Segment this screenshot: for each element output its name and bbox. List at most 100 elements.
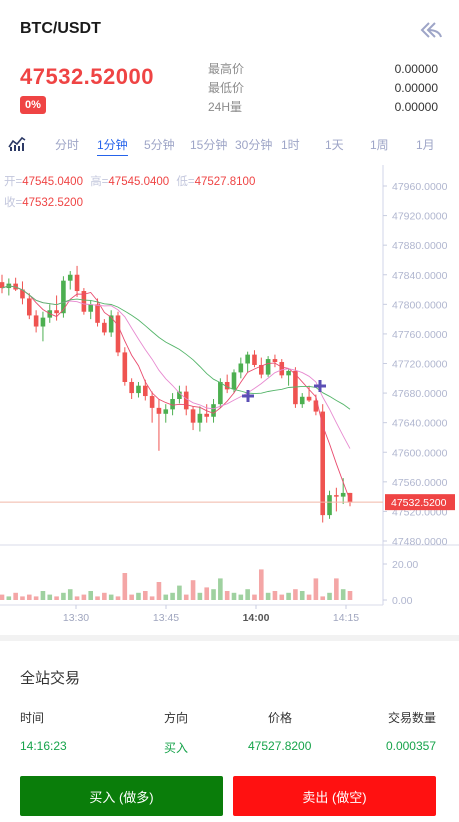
tab-1day[interactable]: 1天 <box>325 138 344 152</box>
tab-1min[interactable]: 1分钟 <box>97 136 128 156</box>
high-value: 47545.0400 <box>108 176 170 188</box>
timeframe-bar: 分时 1分钟 5分钟 15分钟 30分钟 1时 1天 1周 1月 <box>0 132 459 156</box>
trade-qty: 0.000357 <box>385 739 436 753</box>
candle-body <box>190 409 196 423</box>
volume-bar <box>320 596 326 600</box>
candle-body <box>320 411 326 516</box>
candle-body <box>20 289 25 299</box>
ma-line <box>1 285 351 410</box>
volume-bar <box>245 589 250 600</box>
candle-body <box>149 396 155 408</box>
stat-row-volume: 24H量 0.00000 <box>208 98 438 117</box>
kline-chart[interactable]: 47960.0000 47920.0000 47880.0000 47840.0000… <box>0 160 459 630</box>
candle-body <box>170 399 175 410</box>
candle-body <box>218 381 223 405</box>
candle-body <box>177 391 182 399</box>
header: BTC/USDT <box>0 0 459 60</box>
close-label: 收= <box>4 197 23 209</box>
y-tick-label: 47680.0000 <box>392 388 448 400</box>
volume-bar <box>258 569 264 600</box>
ma-line <box>1 285 351 449</box>
candle-body <box>340 492 346 497</box>
volume-bar <box>252 594 257 600</box>
volume-tick-label: 20.00 <box>392 559 418 571</box>
tab-1month[interactable]: 1月 <box>416 138 435 152</box>
volume-bar <box>67 589 73 600</box>
candle-body <box>272 359 278 363</box>
indicator-icon[interactable] <box>8 135 26 151</box>
candle-body <box>61 280 66 314</box>
col-header-time: 时间 <box>20 711 45 725</box>
pair-title: BTC/USDT <box>20 20 101 37</box>
volume-bar <box>95 596 100 600</box>
volume-bar <box>74 596 80 600</box>
ticker-stats: 最高价 0.00000 最低价 0.00000 24H量 0.00000 <box>208 60 438 117</box>
candle-body <box>231 372 237 390</box>
ohlc-line-1: 开=47545.0400 高=47545.0400 低=47527.8100 <box>4 172 259 193</box>
tab-timeshare[interactable]: 分时 <box>55 138 80 152</box>
tab-5min[interactable]: 5分钟 <box>144 138 175 152</box>
candle-body <box>129 381 134 394</box>
buy-long-button[interactable]: 买入 (做多) <box>20 776 223 816</box>
volume-bar <box>47 594 53 600</box>
candle-body <box>265 359 271 375</box>
volume-bar <box>26 594 32 600</box>
tab-1week[interactable]: 1周 <box>370 138 389 152</box>
stat-value: 0.00000 <box>394 100 438 114</box>
tab-30min[interactable]: 30分钟 <box>235 138 273 152</box>
candle-body <box>245 354 250 364</box>
volume-bar <box>306 594 312 600</box>
volume-bar <box>61 592 66 600</box>
candle-body <box>122 352 128 382</box>
volume-bar <box>33 596 39 600</box>
candle-body <box>26 298 32 316</box>
stat-label: 24H量 <box>208 100 243 114</box>
candle-body <box>163 409 169 414</box>
candle-body <box>13 283 18 290</box>
candle-body <box>258 364 264 375</box>
y-tick-label: 47880.0000 <box>392 240 448 252</box>
volume-bar <box>327 592 332 600</box>
volume-bar <box>0 594 5 600</box>
trade-side: 买入 <box>164 741 189 755</box>
candle-body <box>33 315 39 327</box>
volume-bar <box>218 578 223 600</box>
candle-body <box>238 363 244 373</box>
volume-bar <box>115 596 121 600</box>
volume-bar <box>20 596 25 600</box>
candle-body <box>95 304 100 323</box>
volume-bar <box>136 592 141 600</box>
tab-15min[interactable]: 15分钟 <box>190 138 228 152</box>
candle-body <box>136 385 141 394</box>
volume-bar <box>54 596 59 600</box>
candle-body <box>88 304 94 312</box>
stat-label: 最低价 <box>208 81 245 95</box>
stat-label: 最高价 <box>208 62 245 76</box>
volume-bar <box>211 589 216 600</box>
stat-value: 0.00000 <box>394 81 438 95</box>
y-tick-label: 47920.0000 <box>392 211 448 223</box>
volume-bar <box>102 592 107 600</box>
candle-body <box>224 381 230 390</box>
candle-body <box>0 282 5 289</box>
volume-bar <box>265 592 271 600</box>
volume-bar <box>293 589 298 600</box>
sell-short-button[interactable]: 卖出 (做空) <box>233 776 436 816</box>
candle-body <box>74 274 80 292</box>
high-label: 高= <box>90 176 109 188</box>
candle-body <box>67 274 73 281</box>
ma-line <box>1 285 351 501</box>
marker-plus-icon <box>242 390 254 402</box>
volume-bar <box>177 585 182 600</box>
col-header-price: 价格 <box>268 711 293 725</box>
volume-bar <box>204 587 210 600</box>
tab-1hour[interactable]: 1时 <box>281 138 300 152</box>
y-tick-label: 47840.0000 <box>392 270 448 282</box>
trades-title: 全站交易 <box>20 670 81 687</box>
volume-bar <box>13 592 18 600</box>
volume-bar <box>190 580 196 600</box>
volume-bar <box>40 591 46 600</box>
volume-bar <box>238 594 244 600</box>
current-price-tag <box>385 494 455 511</box>
back-icon[interactable] <box>419 20 443 40</box>
